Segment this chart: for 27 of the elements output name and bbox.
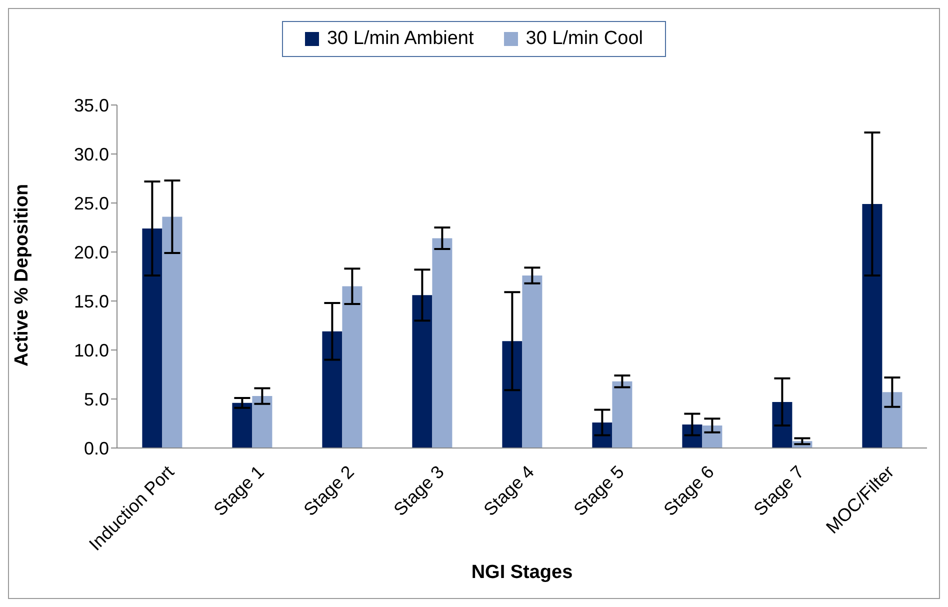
y-tick-label: 0.0 — [84, 438, 109, 458]
bar — [502, 341, 522, 448]
bar — [882, 392, 902, 448]
bar — [252, 396, 272, 448]
legend-label: 30 L/min Ambient — [326, 28, 474, 50]
y-tick-label: 35.0 — [74, 95, 109, 116]
bar — [432, 238, 452, 448]
bar — [412, 295, 432, 448]
bar — [702, 425, 722, 448]
bar — [772, 402, 792, 448]
y-tick-label: 25.0 — [74, 193, 109, 214]
legend-label: 30 L/min Cool — [526, 28, 644, 50]
bar — [232, 402, 252, 448]
y-tick-label: 10.0 — [74, 340, 109, 360]
bar — [522, 276, 542, 448]
y-axis-title: Active % Deposition — [12, 184, 33, 366]
bar — [322, 331, 342, 448]
bar — [162, 216, 182, 448]
x-axis-title: NGI Stages — [471, 562, 573, 583]
y-tick-label: 15.0 — [74, 291, 109, 312]
bar — [862, 204, 882, 448]
y-tick-label: 5.0 — [84, 389, 109, 410]
y-tick-label: 30.0 — [74, 144, 109, 164]
bar — [142, 228, 162, 448]
bar — [342, 286, 362, 448]
bar — [612, 381, 632, 448]
y-tick-label: 20.0 — [74, 242, 109, 262]
